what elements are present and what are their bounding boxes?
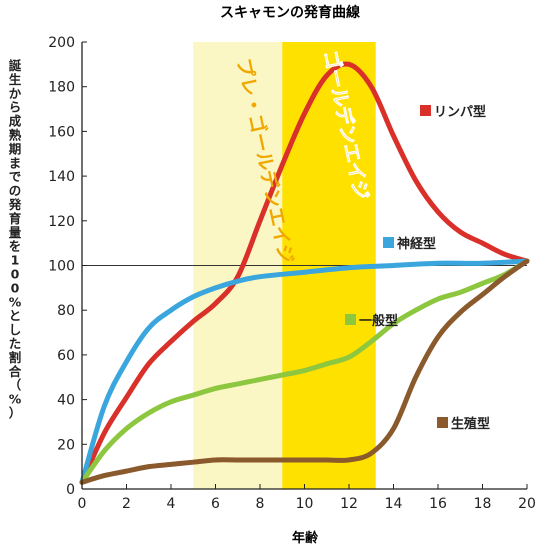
legend-label-lymphoid: リンパ型 [434, 104, 486, 120]
y-axis-label-char: で [9, 169, 22, 184]
y-tick-label: 40 [57, 393, 75, 409]
x-tick-label: 16 [429, 496, 447, 512]
y-axis-label-char: 発 [8, 197, 22, 212]
x-tick-label: 10 [296, 496, 314, 512]
y-tick-label: 60 [57, 348, 75, 364]
x-tick-label: 14 [385, 496, 403, 512]
y-axis-label-char: ら [9, 100, 22, 115]
axes: 0 2 4 6 8 10 12 14 16 18 2002040608010012014016018… [48, 35, 536, 512]
y-axis-label-char: 熟 [9, 128, 22, 143]
x-axis-label: 年齢 [292, 530, 319, 546]
y-axis-label-char: （ [9, 378, 22, 393]
y-axis-label-char: 成 [9, 114, 22, 129]
y-axis-label-char: 0 [11, 280, 20, 295]
y-axis-label-char: た [9, 336, 22, 351]
x-tick-label: 2 [122, 496, 131, 512]
y-axis-label-char: ま [9, 155, 22, 170]
legend-label-general: 一般型 [359, 313, 398, 329]
y-tick-label: 160 [48, 124, 75, 140]
legend-marker-neural [383, 237, 394, 248]
x-tick-label: 6 [211, 496, 220, 512]
y-axis-label-char: 期 [9, 141, 22, 156]
y-axis-label-char: と [9, 308, 22, 323]
series-line-lymphoid [79, 61, 530, 485]
y-tick-label: 80 [57, 303, 75, 319]
y-axis-label-char: か [9, 86, 22, 101]
y-axis-label-char: % [9, 294, 22, 309]
y-tick-label: 140 [48, 169, 75, 185]
y-axis-label-char: し [9, 322, 22, 337]
x-tick-label: 20 [518, 496, 536, 512]
y-tick-label: 180 [48, 80, 75, 96]
legend-label-reproductive: 生殖型 [451, 416, 490, 432]
y-axis-label-char: ） [9, 406, 22, 421]
y-axis-label-char: 0 [11, 267, 20, 282]
y-tick-label: 20 [57, 437, 75, 453]
x-tick-label: 0 [78, 496, 87, 512]
x-tick-label: 4 [167, 496, 176, 512]
legend-marker-lymphoid [420, 105, 431, 116]
series-line-general [79, 258, 530, 485]
y-axis-label-char: 育 [9, 211, 22, 226]
chart-title: スキャモンの発育曲線 [220, 4, 360, 21]
y-axis-label-char: 割 [9, 350, 22, 365]
y-axis-label-char: 誕 [9, 58, 22, 73]
series-line-reproductive [79, 258, 530, 485]
x-tick-label: 18 [474, 496, 492, 512]
legend-label-neural: 神経型 [397, 236, 436, 252]
legend-marker-general [345, 314, 356, 325]
series-lines [79, 61, 530, 485]
y-tick-label: 0 [66, 482, 75, 498]
y-axis-label-char: 量 [9, 225, 22, 240]
y-axis-label-char: の [9, 183, 22, 198]
y-tick-label: 120 [48, 214, 75, 230]
x-tick-label: 12 [340, 496, 358, 512]
y-tick-label: 100 [48, 259, 75, 275]
series-line-neural [79, 258, 530, 485]
legend-marker-reproductive [437, 417, 448, 428]
x-tick-label: 8 [256, 496, 265, 512]
y-axis-label-char: 合 [9, 364, 22, 379]
y-axis-label-char: 1 [11, 253, 20, 268]
y-axis-label-char: % [9, 392, 22, 407]
y-axis-label-char: を [9, 239, 22, 254]
y-tick-label: 200 [48, 35, 75, 51]
y-axis-label-char: 生 [9, 72, 22, 87]
